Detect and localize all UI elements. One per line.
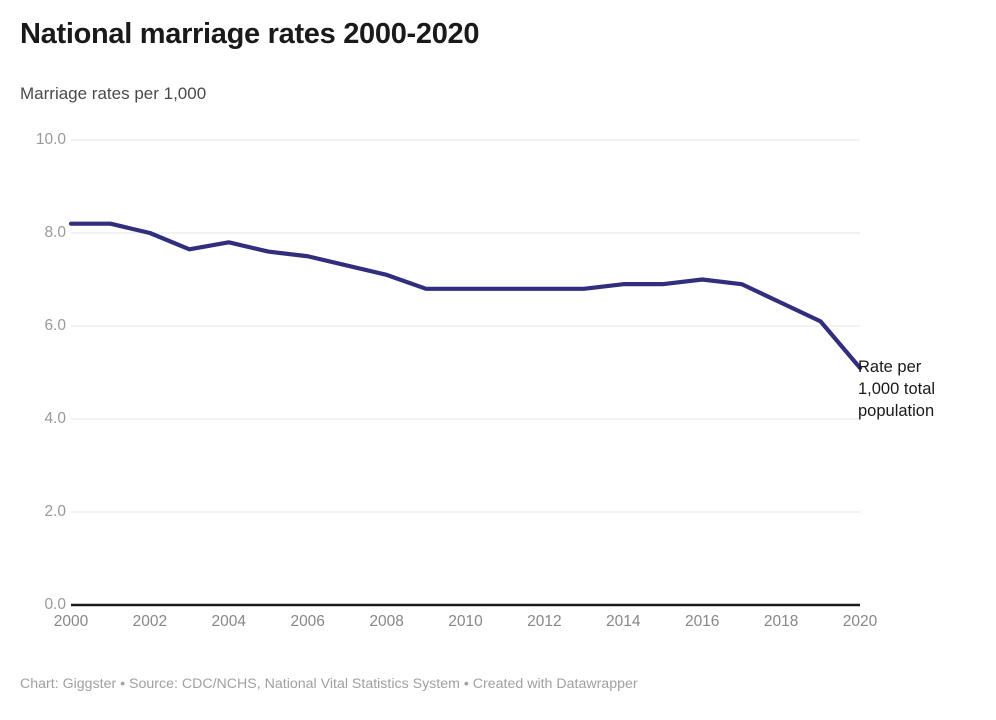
series-end-label: Rate per 1,000 total population xyxy=(858,357,978,422)
x-axis-tick-label: 2000 xyxy=(53,613,89,630)
chart-svg xyxy=(68,139,863,607)
x-axis-tick-label: 2008 xyxy=(369,613,404,630)
x-axis-tick-label: 2016 xyxy=(684,613,720,630)
y-axis-tick-label: 10.0 xyxy=(35,131,66,148)
data-series-line xyxy=(68,221,863,370)
plot-area: 0.0 2.0 4.0 6.0 8.0 10.0 2000 2002 2004 2006 2008… xyxy=(35,131,878,630)
x-axis-tick-label: 2006 xyxy=(290,613,325,630)
y-axis-tick-label: 2.0 xyxy=(44,503,66,520)
x-axis-tick-label: 2012 xyxy=(527,613,562,630)
series-end-label-line-3: population xyxy=(858,401,935,420)
x-axis-tick-label: 2020 xyxy=(842,613,878,630)
series-end-label-line-1: Rate per xyxy=(858,358,922,376)
gridlines xyxy=(71,139,860,513)
series-end-label-line-2: 1,000 total xyxy=(858,379,936,398)
x-axis-tick-label: 2010 xyxy=(448,613,483,630)
x-axis-tick-label: 2004 xyxy=(211,613,247,630)
chart-title: National marriage rates 2000-2020 xyxy=(20,18,480,50)
x-axis-tick-label: 2014 xyxy=(606,613,641,630)
y-axis-tick-label: 6.0 xyxy=(44,317,66,334)
x-axis-tick-label: 2018 xyxy=(763,613,799,630)
chart-footer-credit: Chart: Giggster • Source: CDC/NCHS, Nati… xyxy=(20,676,638,692)
chart-subtitle: Marriage rates per 1,000 xyxy=(20,84,207,103)
x-axis-tick-label: 2002 xyxy=(132,613,168,630)
y-axis-tick-label: 0.0 xyxy=(44,596,66,613)
y-axis-tick-label: 4.0 xyxy=(44,410,66,427)
series-line xyxy=(68,221,863,370)
y-axis-tick-label: 8.0 xyxy=(44,224,66,241)
